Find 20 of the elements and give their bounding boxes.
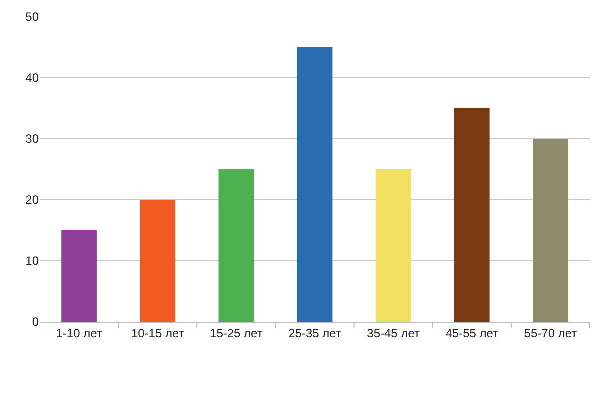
x-tick-label: 55-70 лет <box>524 326 578 340</box>
y-tick-label: 0 <box>32 315 40 330</box>
bar <box>376 170 412 322</box>
bar <box>218 170 254 322</box>
bar <box>62 230 97 322</box>
bar <box>454 108 490 322</box>
y-tick-label: 40 <box>26 71 40 86</box>
x-tick-label: 1-10 лет <box>56 326 103 340</box>
x-tick-label: 10-15 лет <box>131 326 185 340</box>
y-tick-label: 20 <box>26 193 40 208</box>
bar <box>140 200 176 322</box>
bar <box>297 48 333 322</box>
y-tick-label: 10 <box>26 254 40 268</box>
y-tick-label: 30 <box>26 132 40 146</box>
x-tick-label: 15-25 лет <box>210 326 264 340</box>
x-tick-label: 35-45 лет <box>367 326 420 340</box>
y-tick-label: 50 <box>26 10 40 24</box>
x-tick-label: 45-55 лет <box>446 326 500 340</box>
bar <box>533 139 568 322</box>
x-tick-label: 25-35 лет <box>288 326 342 340</box>
